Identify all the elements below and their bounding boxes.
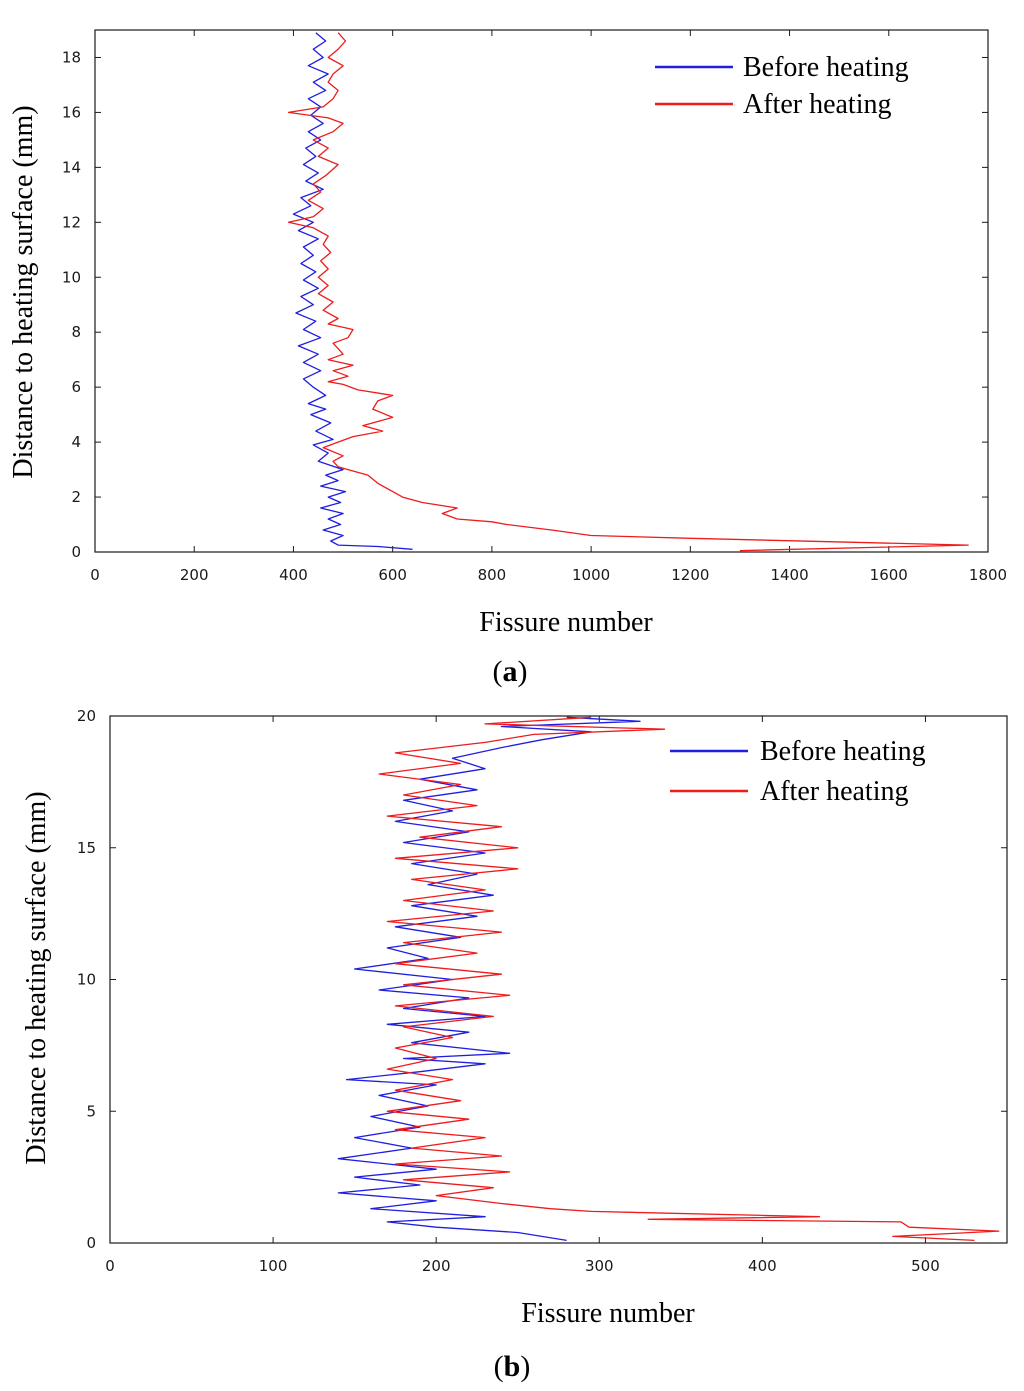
- panel-a-axis-ticks: 0 200 400 600 800 1000 1200 1400 1600 1800 0 2 4 6 8 10…: [62, 30, 1007, 584]
- panel-b-y-tick-label-4: 20: [77, 707, 96, 725]
- panel-a-caption: (a): [493, 655, 528, 688]
- panel-a-y-axis-title: Distance to heating surface (mm): [8, 105, 39, 478]
- panel-a-x-tick-label-6: 1200: [671, 566, 709, 584]
- panel-a-y-tick-label-2: 4: [71, 433, 81, 451]
- panel-b-y-tick-label-0: 0: [86, 1234, 96, 1252]
- panel-b-y-tick-label-1: 5: [86, 1102, 96, 1120]
- panel-a-x-tick-label-5: 1000: [572, 566, 610, 584]
- panel-a-plot-frame: [94, 29, 989, 553]
- panel-a-y-tick-label-3: 6: [71, 378, 81, 396]
- panel-a-y-tick-label-6: 12: [62, 213, 81, 231]
- panel-a-x-tick-label-8: 1600: [870, 566, 908, 584]
- panel-b-caption-close: ): [520, 1350, 530, 1383]
- panel-b-caption: (b): [494, 1350, 531, 1383]
- panel-a-x-tick-label-2: 400: [279, 566, 308, 584]
- panel-a-y-tick-label-5: 10: [62, 268, 81, 286]
- panel-b-caption-open: (: [494, 1350, 504, 1383]
- panel-a-y-tick-label-8: 16: [62, 103, 81, 121]
- panel-a-x-tick-label-0: 0: [90, 566, 100, 584]
- panel-a-series-before-heating-line: [292, 32, 413, 550]
- panel-b-series-group: [337, 716, 1000, 1242]
- panel-a-x-axis-title: Fissure number: [479, 607, 653, 638]
- panel-b-axis-ticks: 0 100 200 300 400 500 0 5 10 15 20: [77, 707, 1007, 1275]
- panel-a-y-tick-label-9: 18: [62, 48, 81, 66]
- panel-a-x-tick-label-4: 800: [478, 566, 507, 584]
- panel-a-y-tick-label-7: 14: [62, 158, 81, 176]
- panel-a-caption-letter: a: [503, 655, 518, 688]
- panel-a-x-tick-label-3: 600: [378, 566, 407, 584]
- panel-a-y-tick-label-0: 0: [71, 543, 81, 561]
- panel-b-y-tick-label-2: 10: [77, 971, 96, 989]
- panel-b-series-before-heating-line: [337, 716, 641, 1242]
- chart-panel-b: Distance to heating surface (mm) 0 100 200…: [21, 707, 1008, 1383]
- chart-panel-a: Distance to heating surface (mm) 0 200 400…: [8, 29, 1007, 688]
- panel-a-x-tick-label-9: 1800: [969, 566, 1007, 584]
- panel-a-series-group: [287, 32, 969, 552]
- panel-a-legend: Before heating After heating: [655, 52, 909, 120]
- panel-a-legend-label-before: Before heating: [743, 52, 909, 83]
- panel-b-y-tick-label-3: 15: [77, 839, 96, 857]
- panel-b-x-tick-label-3: 300: [585, 1257, 614, 1275]
- panel-a-x-tick-label-1: 200: [180, 566, 209, 584]
- panel-a-caption-close: ): [518, 655, 528, 688]
- panel-b-legend-label-before: Before heating: [760, 736, 926, 767]
- panel-b-x-tick-label-5: 500: [911, 1257, 940, 1275]
- panel-a-series-after-heating-line: [287, 32, 969, 552]
- panel-b-series-after-heating-line: [378, 716, 1000, 1242]
- panel-b-x-axis-title: Fissure number: [521, 1298, 695, 1329]
- panel-b-y-axis-title: Distance to heating surface (mm): [21, 791, 52, 1164]
- panel-b-x-tick-label-2: 200: [422, 1257, 451, 1275]
- panel-a-x-tick-label-7: 1400: [770, 566, 808, 584]
- panel-a-y-tick-label-1: 2: [71, 488, 81, 506]
- panel-a-legend-label-after: After heating: [743, 89, 892, 120]
- panel-b-legend: Before heating After heating: [670, 736, 926, 807]
- panel-b-x-tick-label-4: 400: [748, 1257, 777, 1275]
- panel-b-x-tick-label-1: 100: [259, 1257, 288, 1275]
- panel-b-caption-letter: b: [504, 1350, 521, 1383]
- panel-b-x-tick-label-0: 0: [105, 1257, 115, 1275]
- panel-a-y-tick-label-4: 8: [71, 323, 81, 341]
- panel-b-legend-label-after: After heating: [760, 776, 909, 807]
- panel-b-plot-frame: [109, 715, 1008, 1244]
- panel-a-caption-open: (: [493, 655, 503, 688]
